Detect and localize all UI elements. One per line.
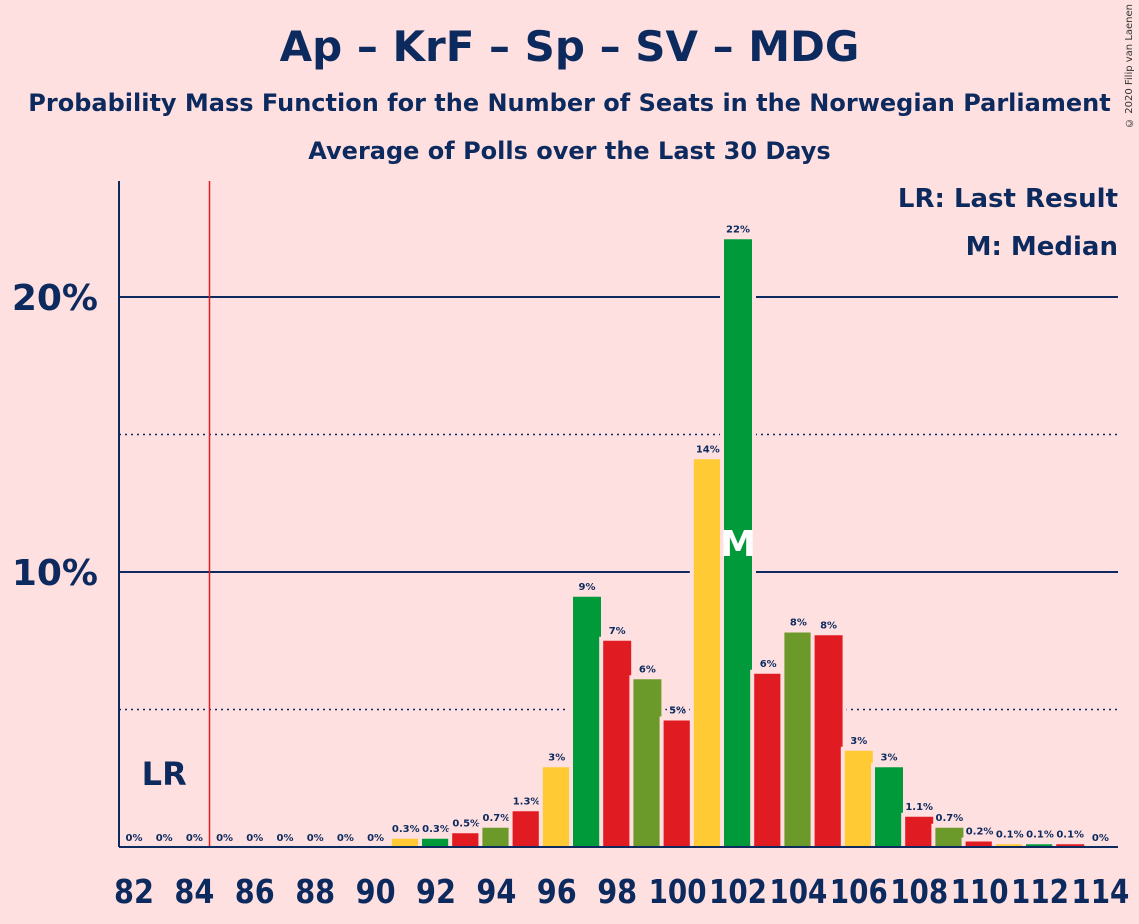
bar-label: 0% [216,833,233,844]
chart-title: Ap – KrF – Sp – SV – MDG [279,22,860,71]
bar-label: 0% [1092,833,1109,844]
bar-label: 0% [337,833,354,844]
bar [875,767,903,847]
bar [663,720,692,847]
bar-label: 1.1% [905,802,933,813]
bar-label: 0% [126,833,143,844]
bar [512,811,541,847]
bar [754,673,783,847]
y-tick-label: 20% [12,278,98,319]
bar-label: 3% [850,736,867,747]
bar-label: 0.7% [483,813,511,824]
x-tick-label: 102 [709,872,767,911]
bar-label: 0.1% [1056,829,1084,840]
x-tick-label: 96 [537,872,577,911]
bar [542,767,571,847]
x-tick-label: 100 [649,872,707,911]
bar-label: 0.2% [966,827,994,838]
x-tick-label: 88 [295,872,335,911]
x-tick-label: 84 [174,872,214,911]
bar [603,640,632,847]
legend-median: M: Median [965,232,1118,262]
bar [573,596,601,847]
x-tick-label: 98 [597,872,637,911]
bar [814,635,843,847]
y-tick-label: 10% [12,553,98,594]
bar-label: 6% [639,664,656,675]
bar [422,838,450,847]
x-tick-label: 110 [951,872,1009,911]
bar [633,679,662,847]
bar-label: 0% [307,833,324,844]
bar-label: 0% [246,833,263,844]
bar-label: 9% [579,582,596,593]
bar [391,838,420,847]
x-tick-label: 112 [1011,872,1069,911]
x-tick-label: 94 [476,872,516,911]
bar-label: 5% [669,706,686,717]
x-tick-label: 114 [1071,872,1129,911]
bar-label: 8% [820,620,837,631]
bar-label: 6% [760,659,777,670]
bar-label: 0.1% [1026,829,1054,840]
bar-label: 1.3% [513,796,541,807]
bar-label: 0.5% [452,818,480,829]
bar-label: 0% [186,833,203,844]
bar-label: 3% [548,752,565,763]
bar-label: 3% [881,752,898,763]
bar [905,816,934,847]
x-tick-label: 86 [235,872,275,911]
bar [965,841,994,847]
chart-subtitle-secondary: Average of Polls over the Last 30 Days [308,137,831,165]
bar [995,844,1024,847]
bar [844,750,873,847]
bar [1026,844,1054,847]
bar [784,632,813,847]
bar [482,827,511,847]
legend-last-result: LR: Last Result [897,184,1118,214]
bar-label: 0.1% [996,829,1024,840]
bar-label: 0.7% [936,813,964,824]
x-tick-label: 106 [830,872,888,911]
x-tick-label: 90 [356,872,396,911]
bar-label: 7% [609,626,626,637]
bar-label: 0.3% [422,824,450,835]
chart-subtitle: Probability Mass Function for the Number… [28,89,1111,117]
bar-label: 0% [156,833,173,844]
bar-label: 0% [277,833,294,844]
bar-label: 14% [696,444,720,455]
bar [724,239,752,847]
bar-label: 8% [790,618,807,629]
bar-label: 0.3% [392,824,420,835]
x-tick-label: 104 [769,872,827,911]
bar-halo [1052,840,1089,847]
x-tick-label: 92 [416,872,456,911]
bar-label: 0% [367,833,384,844]
median-marker: M [720,524,756,565]
last-result-label: LR [142,755,187,793]
bar [693,459,722,847]
x-tick-label: 108 [890,872,948,911]
bar [452,833,481,847]
bar-label: 22% [726,224,750,235]
bar [935,827,964,847]
bar-halo [991,840,1028,847]
bar-halo [1022,840,1058,847]
x-tick-label: 82 [114,872,154,911]
bar [1056,844,1085,847]
